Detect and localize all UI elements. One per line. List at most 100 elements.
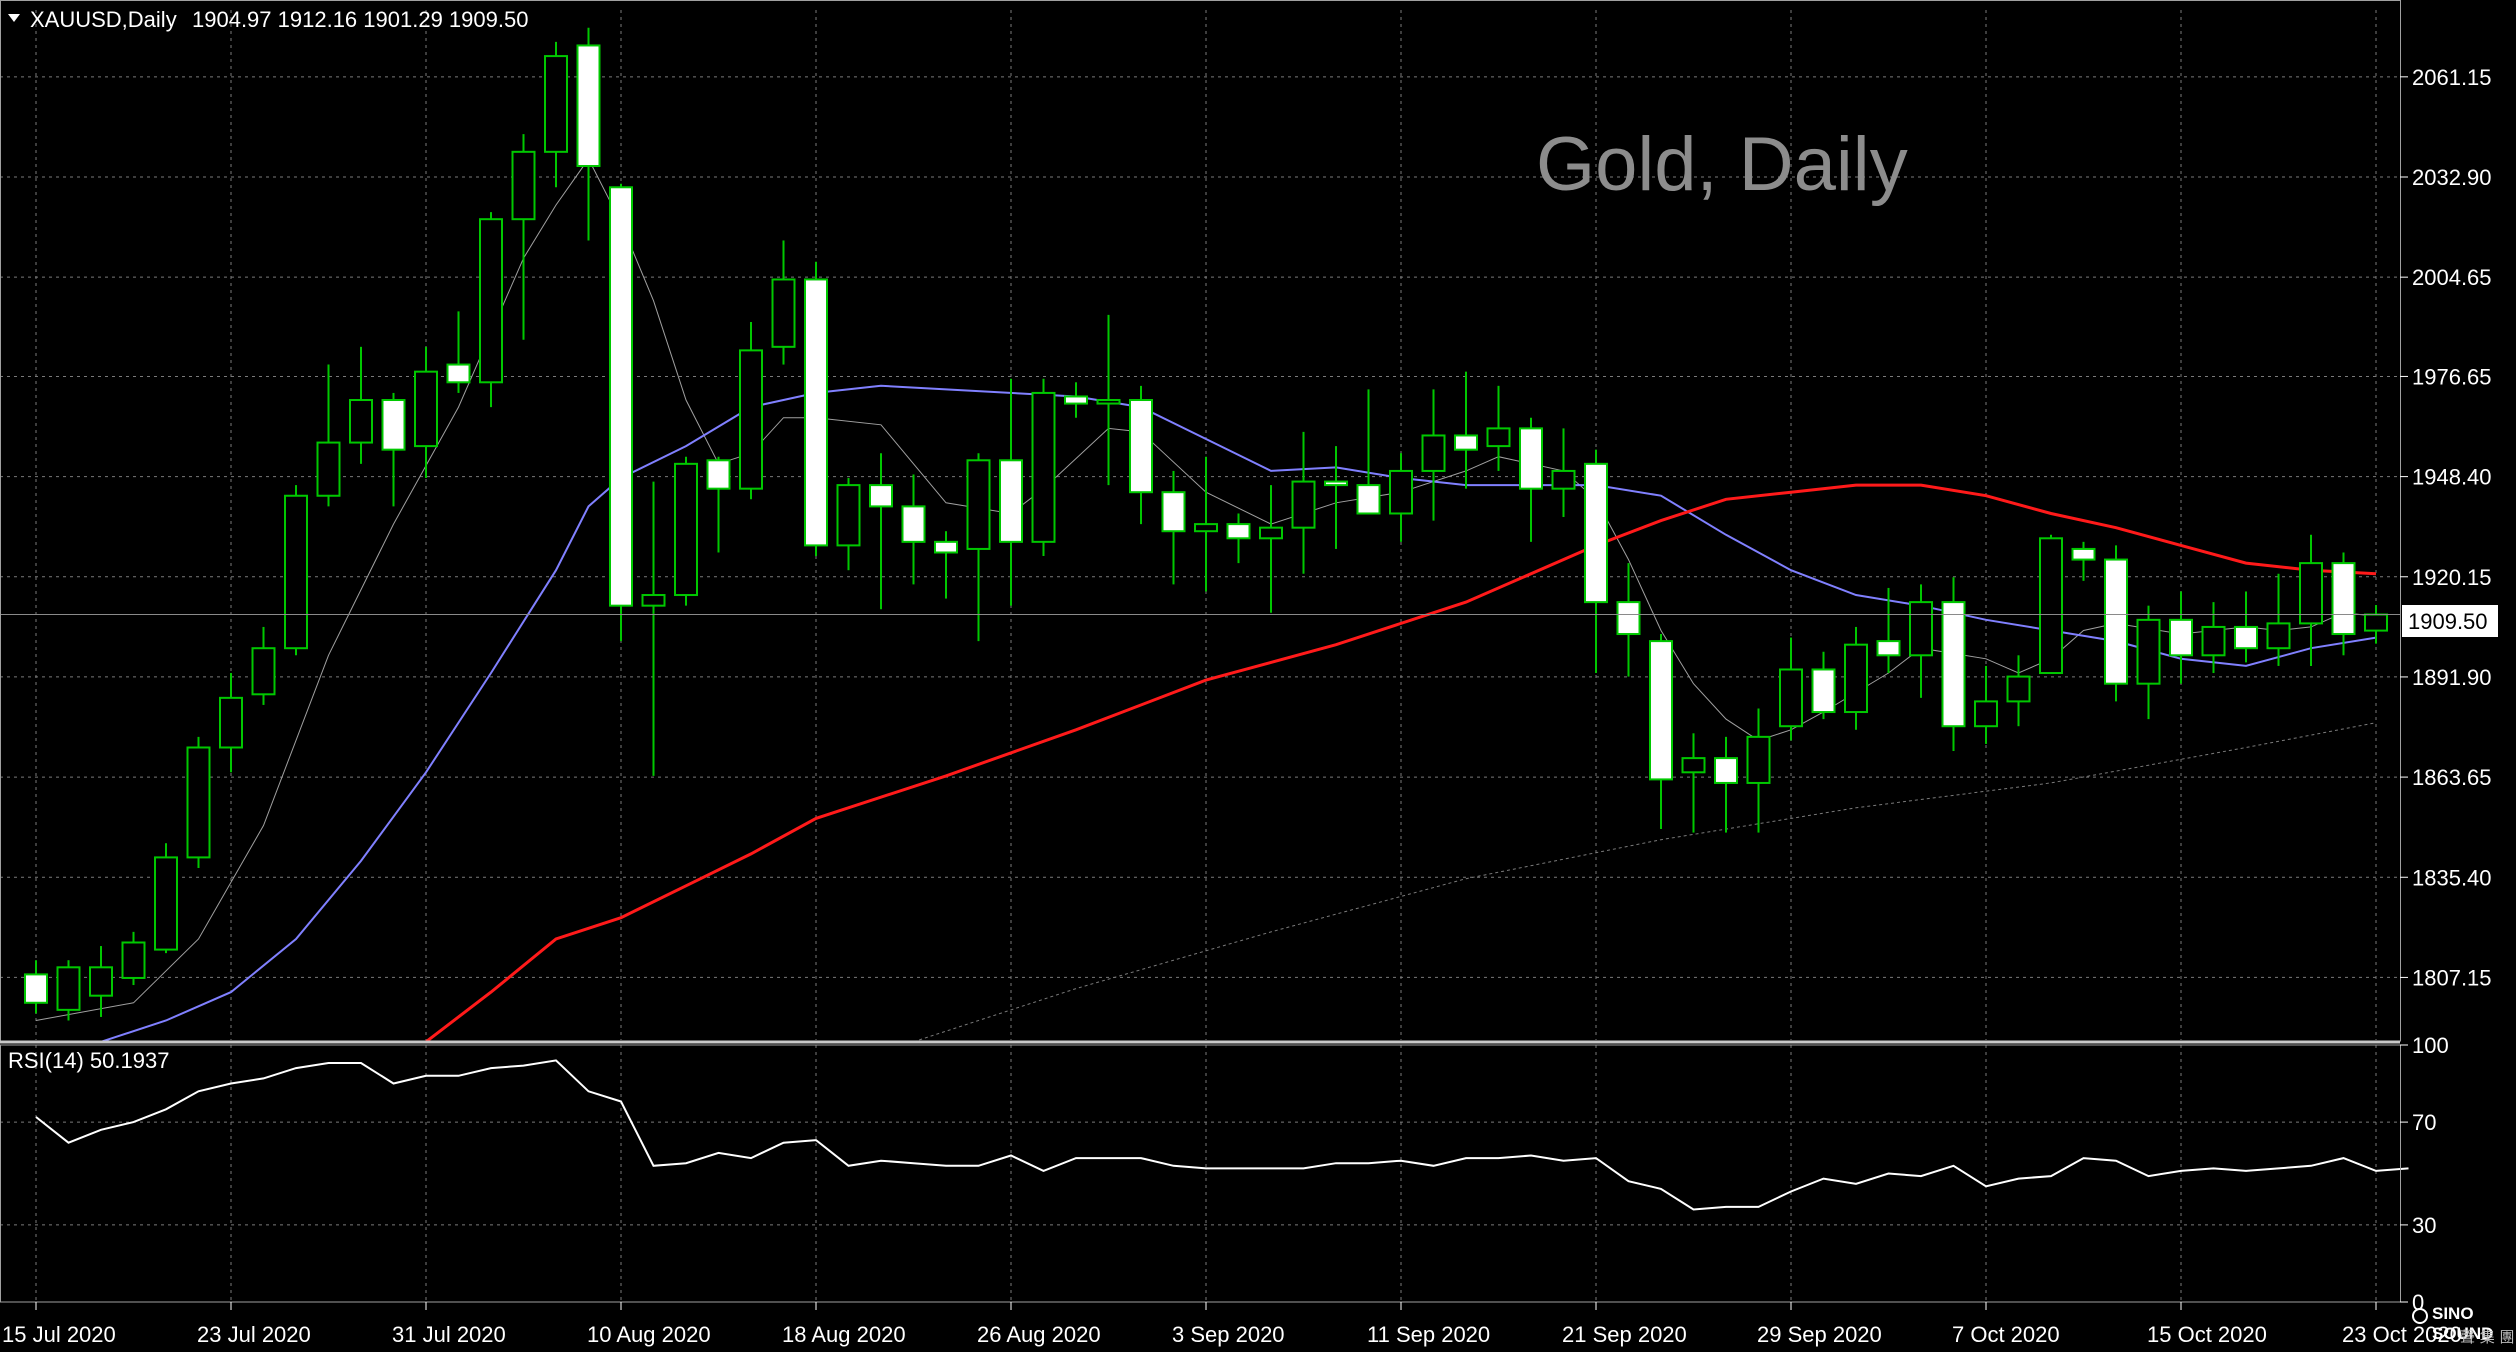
candle-body [999,459,1023,543]
candle-body [2266,622,2291,650]
candle [544,41,568,188]
candle-body [1161,491,1186,533]
candle [1291,431,1316,574]
candle-body [1454,434,1478,451]
candle [1714,736,1738,833]
sino-sound-logo: SINO SOUND 聲 集 團 [2410,1300,2516,1350]
candle [1811,651,1836,720]
candle [2006,655,2031,727]
candle [934,531,958,599]
candle [1194,456,1218,592]
candle-body [739,349,763,490]
candle-body [1194,523,1218,533]
candle-body [576,44,601,168]
candle [1909,584,1933,698]
candle [479,212,503,408]
candle-body [316,441,341,497]
candle [2266,573,2291,666]
candle [2299,534,2323,666]
time-tick-label: 23 Jul 2020 [197,1322,311,1347]
time-tick-label: 3 Sep 2020 [1172,1322,1285,1347]
candle [869,453,893,610]
rsi-tick-label: 30 [2412,1213,2436,1238]
candle-body [1811,668,1836,714]
candle [1064,382,1088,418]
candle-body [609,186,633,607]
candle-body [901,505,926,543]
candle [1031,378,1056,557]
candle [2201,602,2226,674]
candle-body [2169,618,2193,657]
time-tick-label: 7 Oct 2020 [1952,1322,2060,1347]
candle [121,931,146,986]
candle [1844,626,1868,730]
candle [251,626,276,705]
candle-body [1616,601,1641,636]
grid [0,10,2400,1302]
candle-body [2039,537,2063,675]
candle [24,960,48,1014]
candle [1226,513,1251,564]
time-tick-label: 31 Jul 2020 [392,1322,506,1347]
candlestick-series [24,27,2388,1021]
candle-body [544,55,568,153]
candle-body [511,150,536,221]
symbol-dropdown-icon[interactable] [8,14,20,22]
candle [1616,563,1641,677]
candle-body [1779,668,1803,728]
candle-body [154,856,178,951]
candle-body [24,973,48,1004]
candle [219,673,243,773]
candle-body [219,696,243,749]
candle [1389,453,1413,542]
candle [966,453,991,642]
current-price-label: 1909.50 [2408,609,2488,634]
candle [284,485,308,656]
candle [414,346,438,479]
candle [2331,552,2356,656]
candle [89,946,113,1017]
candle-body [284,494,308,650]
price-tick-label: 2061.15 [2412,65,2492,90]
candle [1876,587,1901,674]
price-tick-label: 1948.40 [2412,465,2492,490]
candle-body [1876,640,1901,657]
candle-body [1974,700,1998,728]
price-tick-label: 2032.90 [2412,165,2492,190]
time-tick-label: 21 Sep 2020 [1562,1322,1687,1347]
price-axis: 2061.15 2032.90 2004.65 1976.65 1948.40 1920.… [2400,65,2492,990]
price-tick-label: 2004.65 [2412,265,2492,290]
price-tick-label: 1976.65 [2412,364,2492,389]
time-tick-label: 11 Sep 2020 [1367,1322,1490,1347]
candle-body [1389,469,1413,515]
candle-body [2201,625,2226,657]
candle [771,240,796,365]
rsi-readout: RSI(14) 50.1937 [8,1048,169,1073]
candle [1161,470,1186,585]
candle-body [1584,462,1608,604]
candle-body [1259,526,1283,540]
candle-body [2006,675,2031,703]
candle [999,378,1023,606]
current-price-badge [2402,605,2498,637]
candle-body [2364,613,2388,632]
candle [2136,605,2161,720]
ohlc-readout: 1904.97 1912.16 1901.29 1909.50 [192,7,528,32]
candle-body [869,484,893,508]
time-axis: 15 Jul 2020 23 Jul 2020 31 Jul 2020 10 Aug … [2,1302,2462,1347]
candle-body [1226,523,1251,540]
candle-body [2136,618,2161,685]
candle-body [56,966,81,1011]
candle-body [771,278,796,348]
moving-average-line [913,722,2377,1043]
candle [1356,389,1381,515]
rsi-line [35,1059,2409,1211]
candle-body [1064,395,1088,405]
candle-body [1486,427,1511,448]
logo-subtitle: 聲 集 團 [2460,1328,2515,1346]
candle-body [2331,562,2356,636]
candle-body [446,363,471,384]
candle [1324,446,1348,549]
